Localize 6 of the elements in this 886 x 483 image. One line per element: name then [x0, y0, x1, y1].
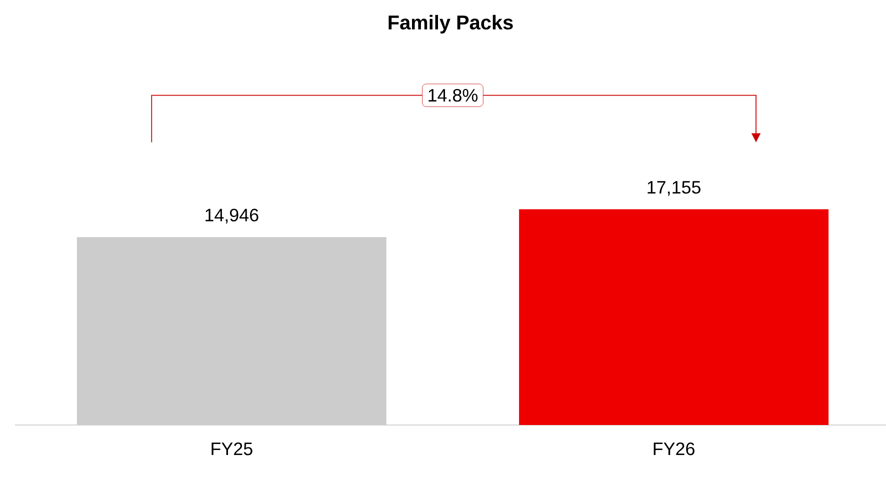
x-tick-label: FY25 — [212, 442, 252, 456]
chart-title: Family Packs — [388, 14, 513, 34]
data-label: 17,155 — [648, 181, 700, 196]
data-label: 14,946 — [206, 208, 258, 224]
text: 14.8% — [428, 88, 478, 102]
x-tick-label: FY26 — [654, 442, 694, 456]
